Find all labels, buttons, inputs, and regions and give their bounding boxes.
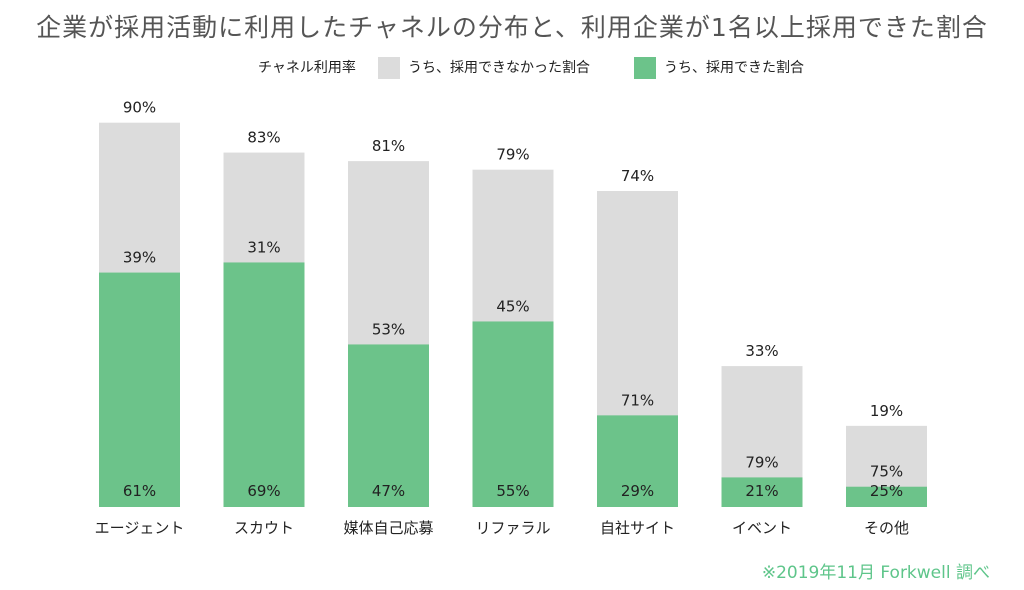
legend-not-hired-swatch	[378, 57, 400, 79]
bar-hired-3	[472, 321, 554, 507]
legend-not-hired-label: うち、採用できなかった割合	[408, 60, 590, 76]
label-hired-5: 21%	[745, 482, 778, 500]
label-usage-3: 79%	[496, 146, 529, 164]
category-label-0: エージェント	[95, 519, 185, 537]
bar-hired-6	[846, 486, 927, 507]
legend: チャネル利用率 うち、採用できなかった割合 うち、採用できた割合	[0, 56, 1024, 80]
category-label-4: 自社サイト	[600, 519, 675, 537]
bar-hired-1	[223, 262, 305, 507]
category-label-3: リファラル	[475, 519, 550, 537]
label-not-hired-4: 71%	[621, 391, 654, 409]
label-usage-5: 33%	[745, 342, 778, 360]
bar-hired-4	[597, 415, 678, 507]
legend-hired-label: うち、採用できた割合	[664, 60, 804, 76]
label-not-hired-1: 31%	[247, 238, 280, 256]
label-hired-1: 69%	[247, 482, 280, 500]
bar-hired-2	[348, 344, 429, 507]
label-not-hired-6: 75%	[870, 463, 903, 481]
category-label-2: 媒体自己応募	[343, 519, 433, 537]
category-label-6: その他	[864, 519, 909, 537]
label-not-hired-3: 45%	[496, 297, 529, 315]
label-usage-4: 74%	[621, 167, 654, 185]
category-label-5: イベント	[732, 519, 792, 537]
label-usage-0: 90%	[123, 99, 156, 117]
label-hired-6: 25%	[870, 482, 903, 500]
category-label-1: スカウト	[234, 519, 294, 537]
legend-hired-swatch	[634, 57, 656, 79]
label-usage-2: 81%	[372, 137, 405, 155]
label-not-hired-0: 39%	[123, 249, 156, 267]
label-not-hired-5: 79%	[745, 453, 778, 471]
label-usage-1: 83%	[247, 129, 280, 147]
label-hired-4: 29%	[621, 482, 654, 500]
chart-title: 企業が採用活動に利用したチャネルの分布と、利用企業が1名以上採用できた割合	[36, 13, 988, 42]
label-hired-0: 61%	[123, 482, 156, 500]
label-not-hired-2: 53%	[372, 320, 405, 338]
bar-hired-0	[99, 272, 180, 507]
legend-usage-label: チャネル利用率	[258, 60, 356, 76]
source-note: ※2019年11月 Forkwell 調べ	[761, 563, 990, 583]
label-usage-6: 19%	[870, 402, 903, 420]
label-hired-2: 47%	[372, 482, 405, 500]
bar-hired-5	[721, 477, 803, 507]
label-hired-3: 55%	[496, 482, 529, 500]
